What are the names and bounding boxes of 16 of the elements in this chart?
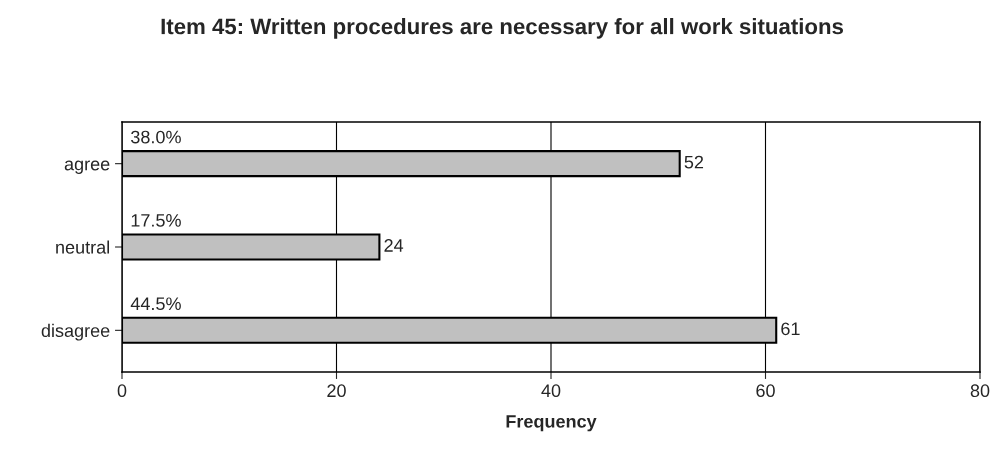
x-tick-label: 20 (327, 384, 346, 398)
data-label: 61 (781, 322, 800, 336)
y-tick-label: neutral (56, 240, 109, 254)
y-tick-label: disagree (41, 323, 110, 341)
annotation: 38.0% (131, 130, 181, 144)
annotation: 17.5% (131, 214, 181, 227)
x-tick-label: 40 (541, 384, 561, 398)
annotation: 44.5% (130, 297, 181, 311)
data-label: 24 (384, 239, 404, 252)
data-label: 52 (684, 155, 704, 169)
x-tick-label: 0 (117, 384, 127, 398)
x-tick-label: 80 (970, 384, 990, 398)
chart-title: Item 45: Written procedures are necessary for all work situations (161, 18, 844, 39)
y-tick-label: agree (64, 160, 110, 174)
x-axis-title: Frequency (506, 415, 597, 432)
x-tick-label: 60 (756, 384, 775, 398)
